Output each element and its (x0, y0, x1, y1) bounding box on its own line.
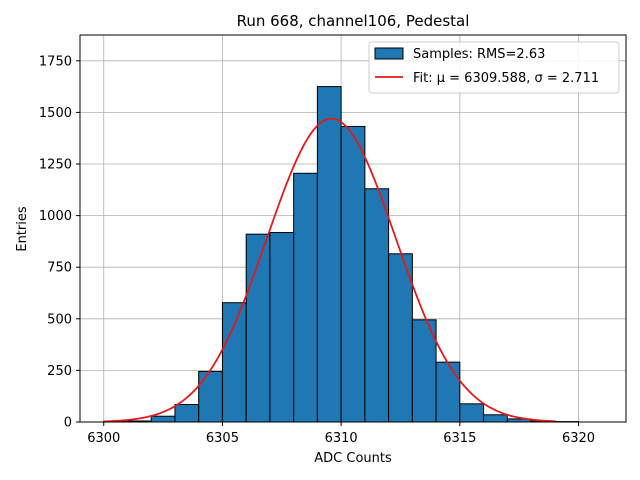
legend-label-samples: Samples: RMS=2.63 (413, 47, 545, 62)
x-tick-label: 6310 (325, 431, 358, 446)
x-tick-label: 6320 (562, 431, 595, 446)
y-axis-ticks: 0 250 500 750 1000 1250 1500 1750 (39, 54, 80, 431)
plot-frame (79, 34, 627, 423)
y-tick-label: 0 (64, 416, 72, 431)
fit-curve-layer (103, 117, 555, 423)
histogram-bar (459, 403, 485, 423)
legend-box (368, 41, 620, 94)
y-axis-label: Entries (15, 206, 30, 252)
histogram-bar (316, 86, 342, 423)
x-axis-label: ADC Counts (314, 451, 392, 466)
y-tick-label: 1000 (39, 209, 72, 224)
histogram-bar (340, 125, 366, 423)
legend-swatch-samples (374, 47, 404, 60)
x-tick-label: 6305 (206, 431, 239, 446)
legend-label-fit: Fit: μ = 6309.588, σ = 2.711 (413, 71, 599, 86)
x-tick-label: 6315 (443, 431, 476, 446)
histogram-bar (293, 172, 318, 423)
legend: Samples: RMS=2.63 Fit: μ = 6309.588, σ =… (368, 41, 620, 94)
y-tick-label: 1500 (39, 106, 72, 121)
histogram-bar (435, 361, 461, 423)
x-axis-ticks: 6300 6305 6310 6315 6320 (87, 422, 595, 446)
y-tick-label: 250 (47, 364, 72, 379)
y-tick-label: 1750 (39, 54, 72, 69)
histogram-bar (388, 253, 413, 423)
histogram-bar (483, 414, 508, 423)
y-tick-label: 500 (47, 312, 72, 327)
histogram-bar (174, 403, 200, 423)
histogram-bar (364, 188, 390, 423)
histogram-bar (198, 370, 223, 423)
histogram-bar (269, 232, 295, 423)
histogram-bar (150, 415, 176, 423)
chart-title: Run 668, channel106, Pedestal (237, 12, 470, 30)
y-tick-label: 1250 (39, 158, 72, 173)
histogram-bar (221, 302, 247, 423)
fit-curve (103, 117, 555, 423)
y-tick-label: 750 (47, 261, 72, 276)
x-tick-label: 6300 (87, 431, 120, 446)
